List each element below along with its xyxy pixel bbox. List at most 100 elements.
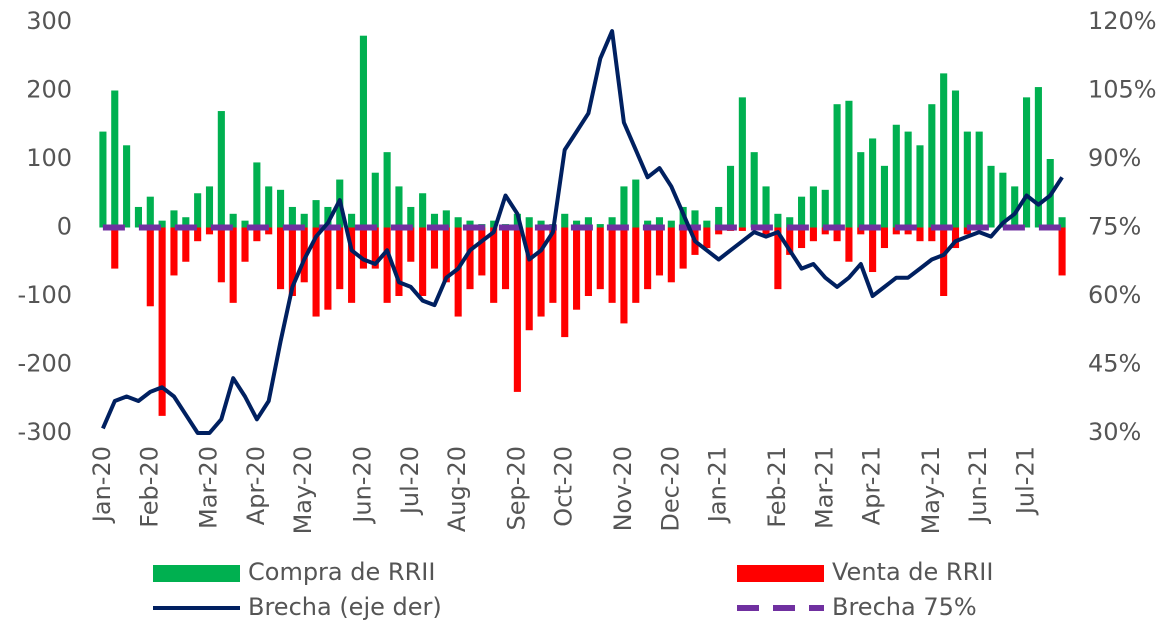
bar bbox=[430, 213, 439, 228]
x-tick-label: Jan-20 bbox=[88, 446, 116, 524]
bar bbox=[359, 35, 367, 228]
bar bbox=[762, 227, 770, 235]
bar bbox=[123, 145, 131, 228]
bar bbox=[217, 227, 225, 283]
bar bbox=[561, 213, 569, 228]
bar bbox=[916, 145, 924, 228]
bar bbox=[466, 220, 474, 228]
x-tick-label: May-21 bbox=[917, 446, 945, 534]
x-tick-label: Oct-20 bbox=[550, 446, 578, 527]
bar bbox=[501, 227, 510, 290]
bar bbox=[300, 213, 308, 228]
bar bbox=[999, 172, 1007, 228]
bar bbox=[336, 227, 344, 290]
y-tick-label: 200 bbox=[26, 76, 72, 104]
x-tick-label: Jul-20 bbox=[396, 446, 424, 516]
bar bbox=[620, 186, 628, 228]
bar bbox=[786, 227, 794, 255]
bar bbox=[395, 186, 403, 228]
bar bbox=[869, 227, 877, 273]
bar bbox=[430, 227, 439, 269]
bar bbox=[478, 227, 486, 276]
bar bbox=[419, 227, 427, 296]
x-tick-label: Mar-21 bbox=[810, 446, 838, 529]
bar bbox=[419, 193, 427, 228]
bar bbox=[596, 224, 604, 228]
x-tick-label: Sep-20 bbox=[502, 446, 530, 530]
bar bbox=[845, 227, 853, 262]
bar bbox=[1058, 227, 1066, 276]
bar bbox=[632, 179, 640, 228]
bar bbox=[833, 104, 841, 228]
bar bbox=[667, 227, 675, 283]
bar bbox=[821, 189, 829, 228]
y2-tick-label: 120% bbox=[1088, 7, 1157, 35]
legend-swatch bbox=[153, 565, 240, 582]
bar bbox=[880, 165, 889, 228]
bar bbox=[348, 227, 356, 303]
legend-label: Venta de RRII bbox=[832, 558, 993, 586]
y-tick-label: -100 bbox=[18, 281, 72, 309]
bar bbox=[857, 227, 865, 235]
bar bbox=[809, 227, 817, 242]
bar bbox=[407, 206, 415, 228]
legend-label: Brecha (eje der) bbox=[248, 593, 442, 621]
x-tick-label: Apr-21 bbox=[858, 446, 886, 525]
bar bbox=[774, 213, 782, 228]
bar bbox=[951, 227, 960, 249]
bar bbox=[644, 220, 652, 228]
bar bbox=[987, 165, 995, 228]
bar bbox=[608, 217, 616, 228]
y2-tick-label: 45% bbox=[1088, 350, 1141, 378]
bar bbox=[134, 206, 142, 228]
x-tick-label: Jul-21 bbox=[1012, 446, 1040, 516]
bar bbox=[750, 152, 758, 228]
bar bbox=[146, 227, 154, 307]
bar bbox=[170, 210, 178, 228]
bar bbox=[276, 189, 285, 228]
y-tick-label: 100 bbox=[26, 144, 72, 172]
bar bbox=[288, 206, 296, 228]
bar bbox=[667, 220, 675, 228]
bar bbox=[383, 227, 391, 303]
bar bbox=[525, 227, 533, 331]
bar bbox=[703, 220, 711, 228]
bar bbox=[573, 227, 581, 310]
bar bbox=[833, 227, 841, 242]
y-tick-label: -200 bbox=[18, 350, 72, 378]
x-tick-label: Jan-21 bbox=[704, 446, 732, 524]
bar bbox=[312, 200, 320, 228]
bar bbox=[726, 165, 735, 228]
bar bbox=[892, 124, 900, 228]
bar bbox=[146, 196, 154, 228]
bar bbox=[774, 227, 782, 290]
y2-tick-label: 90% bbox=[1088, 144, 1141, 172]
bar bbox=[253, 227, 261, 242]
bar bbox=[738, 227, 746, 231]
bar bbox=[940, 73, 948, 228]
bar bbox=[963, 131, 971, 228]
bar bbox=[359, 227, 367, 269]
bar bbox=[371, 172, 379, 228]
bar bbox=[537, 220, 545, 228]
y-tick-label: 300 bbox=[26, 7, 72, 35]
bar bbox=[1058, 217, 1066, 228]
x-tick-label: Jun-21 bbox=[964, 446, 992, 525]
bar bbox=[573, 220, 581, 228]
bar bbox=[762, 186, 770, 228]
bar bbox=[383, 152, 391, 228]
y-tick-label: 0 bbox=[57, 213, 72, 241]
bar bbox=[1011, 186, 1019, 228]
x-tick-label: Jun-20 bbox=[348, 446, 376, 525]
bar bbox=[99, 131, 107, 228]
bar bbox=[809, 186, 817, 228]
bar bbox=[170, 227, 178, 276]
bar bbox=[916, 227, 924, 242]
y2-tick-label: 60% bbox=[1088, 281, 1141, 309]
bar bbox=[786, 217, 794, 228]
bar bbox=[798, 196, 806, 228]
line bbox=[101, 29, 1064, 435]
bar bbox=[584, 227, 592, 296]
bar bbox=[241, 227, 249, 262]
bar bbox=[715, 227, 723, 235]
